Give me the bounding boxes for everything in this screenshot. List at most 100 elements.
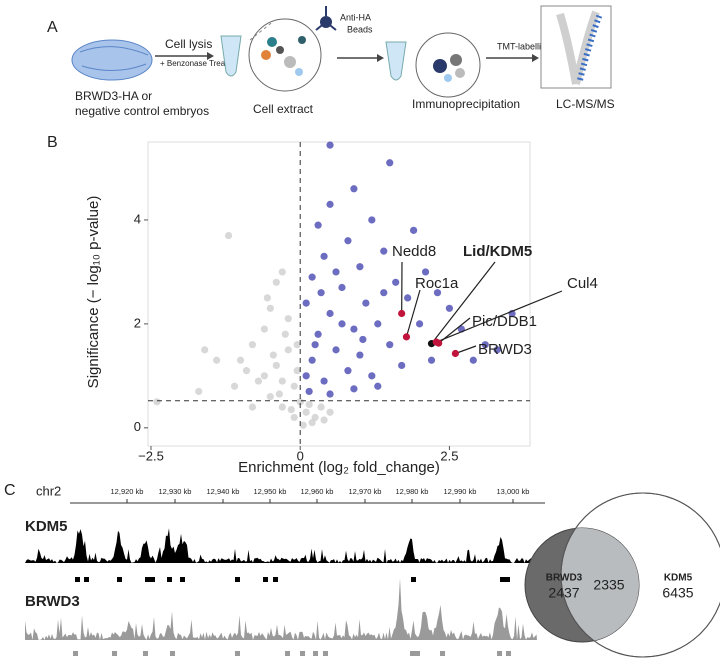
highlight-point <box>402 333 411 341</box>
peak-box <box>235 651 240 656</box>
scatter-point <box>326 141 334 149</box>
x-tick-label: −2.5 <box>138 448 164 463</box>
highlight-label: Cul4 <box>567 275 598 292</box>
peak-box <box>167 577 172 582</box>
zoom-line <box>249 19 276 41</box>
scatter-point <box>427 356 436 364</box>
scatter-point <box>248 341 257 349</box>
scatter-point <box>380 289 388 297</box>
peak-box <box>273 577 278 582</box>
scatter-point <box>278 403 286 411</box>
peak-box <box>145 577 150 582</box>
scatter-point <box>320 252 328 260</box>
scatter-point <box>278 268 286 276</box>
track-label: BRWD3 <box>25 593 80 610</box>
highlight-label: Pic/DDB1 <box>472 313 537 330</box>
highlight-point <box>451 349 459 358</box>
scatter-point <box>311 341 319 349</box>
peak-box <box>285 651 290 656</box>
scatter-point <box>368 216 376 224</box>
scatter-point <box>326 408 334 416</box>
scatter-point <box>338 283 346 292</box>
proteins <box>261 36 306 76</box>
y-tick-label: 2 <box>134 315 141 330</box>
scatter-point <box>415 320 424 328</box>
peak-box <box>505 577 510 582</box>
scatter-point <box>302 299 310 307</box>
highlight-label: BRWD3 <box>478 341 532 358</box>
peak-box <box>117 577 122 582</box>
zoom-circle <box>248 18 322 92</box>
track-label: KDM5 <box>25 518 68 535</box>
scatter-point <box>368 372 376 380</box>
step-text: + Benzonase Treat <box>160 59 228 68</box>
coord-label: 12,970 kb <box>349 487 382 496</box>
scatter-point <box>195 387 203 396</box>
plot-area <box>147 141 531 447</box>
tube <box>220 35 242 77</box>
coord-label: 12,980 kb <box>396 487 429 496</box>
highlight-point <box>435 339 443 347</box>
venn-intersection-value: 2335 <box>593 577 624 593</box>
scatter-point <box>278 377 286 385</box>
peak-box <box>411 577 416 582</box>
step-text: LC-MS/MS <box>556 97 615 111</box>
scatter-point <box>380 247 388 255</box>
bead-icon <box>315 6 337 31</box>
scatter-point <box>302 372 310 380</box>
scatter-point <box>263 294 271 302</box>
scatter-point <box>284 346 292 354</box>
scatter-point <box>260 372 268 380</box>
ip-complex <box>433 54 465 82</box>
peak-box <box>415 651 420 656</box>
scatter-point <box>242 367 251 375</box>
scatter-point <box>356 351 364 359</box>
scatter-point <box>359 335 367 344</box>
signal-track <box>25 528 537 563</box>
scatter-point <box>374 382 382 390</box>
signal-track <box>25 578 537 640</box>
step-text: Immunoprecipitation <box>412 97 520 111</box>
scatter-point <box>314 221 322 229</box>
scatter-point <box>317 403 325 411</box>
scatter-point <box>317 289 325 297</box>
step-text: Cell extract <box>253 102 314 116</box>
scatter-point <box>272 361 280 370</box>
scatter-point <box>308 273 316 281</box>
scatter-point <box>320 416 328 424</box>
scatter-point <box>153 398 161 406</box>
arrow-head <box>377 54 384 62</box>
peak-box <box>84 577 89 582</box>
scatter-point <box>248 403 257 411</box>
scatter-point <box>254 377 263 385</box>
step-text: Anti-HA <box>340 12 371 22</box>
scatter-point <box>481 341 489 349</box>
step-text: TMT-labelling <box>497 41 551 51</box>
scatter-point <box>386 159 394 167</box>
peak-box <box>506 651 511 656</box>
scatter-point <box>284 315 292 323</box>
venn-set-value: 6435 <box>662 585 693 601</box>
tube <box>385 41 407 81</box>
scatter-point <box>290 413 298 422</box>
scatter-point <box>296 398 304 406</box>
scatter-point <box>338 320 346 328</box>
scatter-point <box>356 263 364 271</box>
embryo-icon <box>71 39 153 81</box>
x-tick-label: 2.5 <box>440 448 458 463</box>
panel-label: B <box>47 134 58 151</box>
peak-box <box>143 651 148 656</box>
embryo-text: BRWD3-HA or <box>75 89 152 103</box>
scatter-point <box>269 351 277 359</box>
scatter-point <box>230 382 239 390</box>
scatter-point <box>326 390 334 398</box>
scatter-point <box>350 325 358 333</box>
peak-box <box>410 651 415 656</box>
scatter-point <box>320 377 328 385</box>
panel-label: A <box>47 19 58 36</box>
peak-box <box>500 577 505 582</box>
peak-box <box>313 651 318 656</box>
coord-label: 12,920 kb <box>111 487 144 496</box>
peak-box <box>497 651 502 656</box>
